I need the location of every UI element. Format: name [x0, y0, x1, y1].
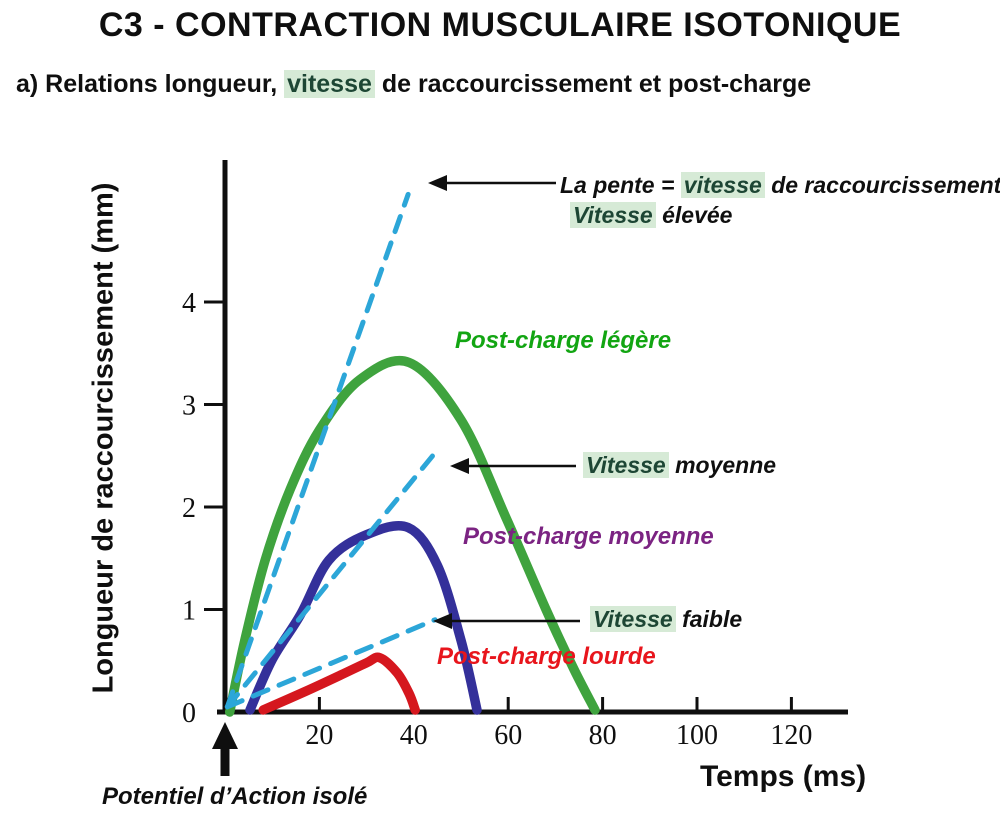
pente-arrow	[428, 175, 556, 191]
series-path-pente-faible	[224, 617, 438, 710]
action-potential-arrow	[212, 722, 238, 776]
x-tick-label-20: 20	[305, 720, 333, 751]
vitesse-faible-arrow	[433, 613, 580, 629]
annotation-potentiel-action: Potentiel d’Action isolé	[102, 783, 368, 810]
series-path-pente-moyenne	[224, 453, 436, 710]
y-tick-label-1: 1	[182, 596, 196, 627]
vitesse-moyenne-arrow	[450, 458, 576, 474]
x-tick-label-80: 80	[589, 720, 617, 751]
x-axis-label: Temps (ms)	[700, 760, 867, 793]
y-tick-label-2: 2	[182, 493, 196, 524]
x-tick-label-60: 60	[494, 720, 522, 751]
y-tick-label-3: 3	[182, 391, 196, 422]
annotation-post-charge-legere: Post-charge légère	[455, 327, 672, 354]
y-tick-label-0: 0	[182, 698, 196, 729]
annotation-post-charge-lourde: Post-charge lourde	[437, 643, 656, 670]
annotation-vitesse-faible: Vitesse faible	[590, 606, 742, 633]
annotation-vitesse-moyenne: Vitesse moyenne	[583, 452, 776, 479]
x-tick-label-120: 120	[770, 720, 812, 751]
annotation-post-charge-moyenne: Post-charge moyenne	[463, 523, 714, 550]
y-tick-label-4: 4	[182, 288, 196, 319]
series-path-pente-elevee	[224, 191, 411, 710]
x-tick-label-100: 100	[676, 720, 718, 751]
page-title: C3 - CONTRACTION MUSCULAIRE ISOTONIQUE	[98, 6, 902, 44]
series-path-lourde	[258, 652, 420, 715]
y-axis-label: Longueur de raccourcissement (mm)	[87, 182, 120, 694]
series-path-legere	[224, 356, 600, 717]
x-tick-label-40: 40	[400, 720, 428, 751]
subtitle: a) Relations longueur, vitesse de raccou…	[16, 70, 811, 99]
annotation-slope-velocity: La pente = vitesse de raccourcissement: …	[560, 172, 1000, 228]
subtitle-post: de raccourcissement et post-charge	[374, 70, 812, 98]
subtitle-highlight: vitesse	[284, 70, 375, 98]
series-path-moyenne	[245, 520, 482, 715]
subtitle-pre: a) Relations longueur,	[16, 70, 285, 98]
